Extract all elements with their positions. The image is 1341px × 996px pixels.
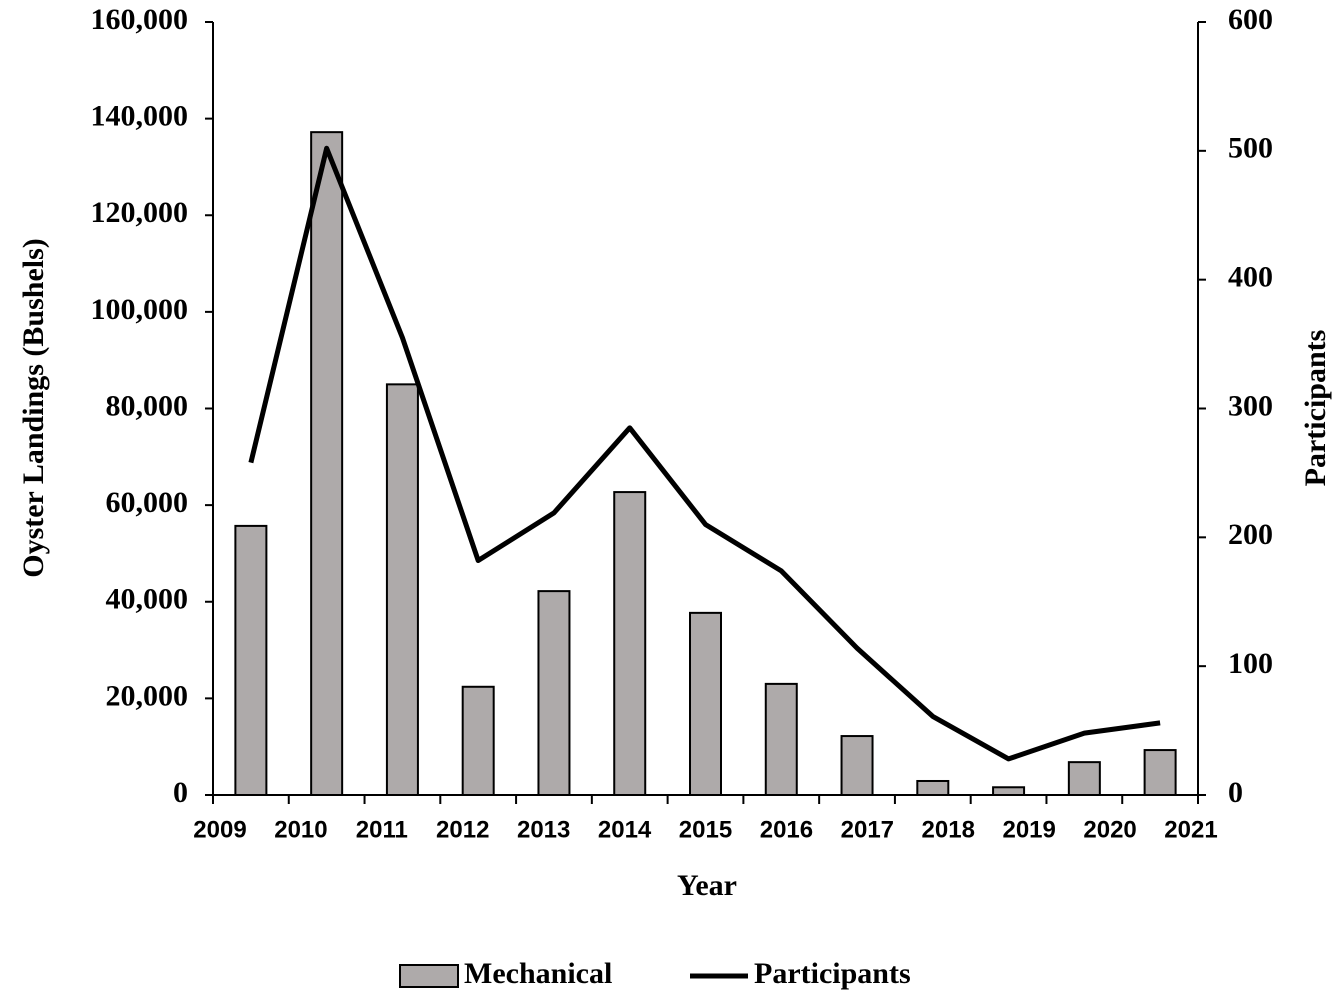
y-axis-label: Oyster Landings (Bushels) <box>17 238 50 578</box>
y2-tick-label: 600 <box>1228 3 1273 36</box>
x-tick-label: 2009 <box>193 816 246 843</box>
legend-label: Participants <box>754 957 911 990</box>
y-tick-label: 140,000 <box>91 100 189 133</box>
x-axis-label: Year <box>677 869 737 902</box>
y2-tick-label: 0 <box>1228 776 1243 809</box>
bar <box>385 383 419 796</box>
x-tick-label: 2014 <box>598 816 652 843</box>
bar <box>689 611 722 796</box>
x-tick-label: 2013 <box>517 816 570 843</box>
y2-tick-label: 100 <box>1228 647 1273 680</box>
bar <box>916 779 950 797</box>
x-tick-label: 2020 <box>1083 816 1136 843</box>
bar <box>1143 749 1177 797</box>
bar <box>537 590 571 797</box>
bar <box>992 786 1026 797</box>
x-tick-label: 2021 <box>1164 816 1217 843</box>
bar <box>840 735 874 797</box>
bar <box>764 682 798 796</box>
bar <box>234 524 268 796</box>
bar <box>613 491 647 796</box>
line <box>248 145 1161 762</box>
x-tick-label: 2015 <box>679 816 732 843</box>
x-tick-label: 2011 <box>356 816 408 843</box>
y-tick-label: 100,000 <box>91 293 189 326</box>
bar <box>461 685 495 797</box>
x-tick-label: 2018 <box>922 816 975 843</box>
y-tick-label: 20,000 <box>106 679 189 712</box>
y2-tick-label: 500 <box>1228 132 1273 165</box>
y-tick-label: 120,000 <box>91 196 189 229</box>
bar <box>1067 761 1101 797</box>
x-tick-label: 2016 <box>760 816 813 843</box>
y-tick-label: 160,000 <box>91 3 189 36</box>
x-tick-label: 2012 <box>436 816 489 843</box>
legend-swatch <box>399 964 459 988</box>
y2-tick-label: 400 <box>1228 261 1273 294</box>
y2-tick-label: 300 <box>1228 389 1273 422</box>
y2-tick-label: 200 <box>1228 518 1273 551</box>
y2-axis-label: Participants <box>1299 330 1332 487</box>
bar <box>310 131 344 796</box>
legend-label: Mechanical <box>464 957 612 990</box>
y-tick-label: 80,000 <box>106 389 189 422</box>
y-tick-label: 60,000 <box>106 486 189 519</box>
x-tick-label: 2010 <box>274 816 327 843</box>
y-tick-label: 40,000 <box>106 583 189 616</box>
x-tick-label: 2017 <box>841 816 894 843</box>
x-tick-label: 2019 <box>1002 816 1055 843</box>
y-tick-label: 0 <box>173 776 188 809</box>
